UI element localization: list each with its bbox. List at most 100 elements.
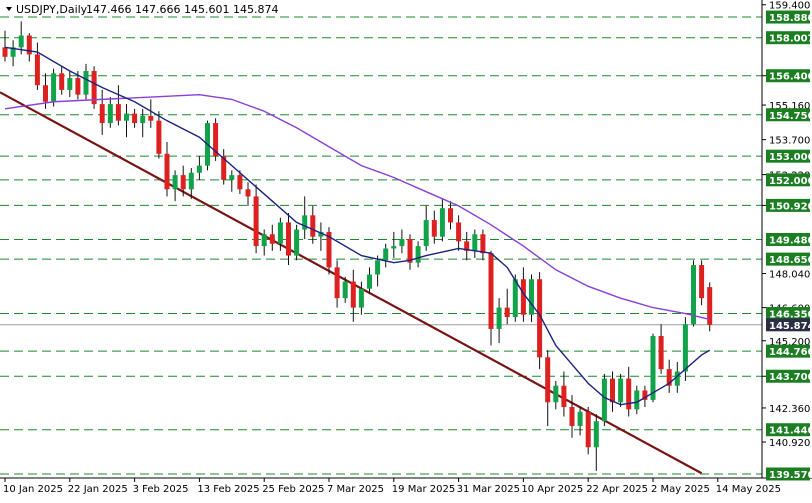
candle-body-54	[439, 208, 445, 237]
time-tick-label-7: 31 Mar 2025	[457, 484, 520, 495]
candle-body-27	[221, 156, 227, 180]
candle-body-51	[415, 246, 421, 263]
candle-body-71	[577, 411, 583, 426]
level-label-box-1	[766, 31, 810, 45]
time-tick-label-8: 10 Apr 2025	[521, 484, 583, 495]
candle-body-47	[383, 248, 389, 261]
level-label-box-11	[766, 369, 810, 383]
level-label-12: 141.440	[769, 426, 812, 437]
candle-body-72	[585, 411, 591, 448]
candle-body-6	[51, 73, 57, 102]
candle-body-5	[43, 85, 48, 102]
candle-body-20	[164, 153, 170, 190]
candle-body-87	[707, 287, 713, 325]
candle-body-1	[10, 47, 16, 57]
time-tick-label-9: 22 Apr 2025	[586, 484, 648, 495]
candle-body-16	[132, 113, 138, 124]
candle-body-41	[334, 267, 340, 299]
candle-body-82	[666, 369, 672, 386]
candle-body-61	[496, 307, 502, 329]
candle-body-18	[148, 115, 154, 121]
level-label-box-13	[766, 467, 810, 481]
level-label-box-8	[766, 252, 810, 266]
candle-body-2	[18, 35, 24, 48]
dropdown-triangle-icon[interactable]	[6, 7, 12, 11]
candle-body-73	[593, 421, 599, 448]
candle-body-26	[213, 123, 219, 157]
level-label-1: 158.007	[769, 34, 812, 45]
candle-body-33	[269, 234, 275, 244]
support-resistance-levels	[0, 16, 762, 475]
candle-body-84	[682, 324, 688, 372]
candle-body-53	[431, 220, 437, 237]
candle-body-80	[650, 336, 656, 400]
level-label-box-7	[766, 232, 810, 246]
level-label-7: 149.480	[769, 235, 812, 246]
level-labels: 158.880 158.007 156.400 154.750 153.000 152.0…	[766, 10, 812, 481]
candle-body-46	[375, 260, 381, 275]
candle-body-85	[691, 265, 696, 325]
price-tick-label-3: 153.700	[769, 136, 810, 147]
price-tick-label-0: 159.400	[769, 1, 810, 12]
candle-body-49	[399, 239, 405, 247]
chart-header: USDJPY,Daily 147.466 147.666 145.601 145…	[6, 3, 278, 16]
candle-body-4	[34, 54, 40, 86]
ma-fast-line	[4, 46, 711, 406]
candle-body-50	[407, 239, 413, 263]
candle-body-43	[350, 281, 356, 308]
candle-body-35	[286, 222, 291, 256]
candle-body-78	[634, 390, 640, 410]
candle-body-19	[156, 120, 162, 154]
candle-body-12	[99, 104, 105, 124]
candle-body-0	[2, 47, 8, 57]
candle-body-57	[464, 241, 470, 251]
level-label-box-12	[766, 423, 810, 437]
level-label-box-5	[766, 173, 810, 187]
candle-body-22	[180, 175, 186, 190]
candle-body-63	[512, 279, 518, 318]
candle-body-66	[537, 279, 543, 358]
candle-body-56	[456, 222, 462, 242]
candle-body-68	[553, 385, 559, 403]
candle-body-67	[545, 357, 551, 403]
candle-body-31	[253, 196, 259, 247]
candle-body-69	[561, 385, 567, 408]
level-label-6: 150.920	[769, 201, 812, 212]
price-tick-label-2: 155.160	[769, 101, 810, 112]
time-tick-label-5: 7 Mar 2025	[327, 484, 384, 495]
candle-body-39	[318, 231, 324, 237]
candle-body-44	[358, 288, 364, 308]
candle-body-11	[91, 70, 97, 105]
time-axis: 10 Jan 2025 22 Jan 2025 3 Feb 2025 13 Feb 2…	[3, 478, 781, 495]
candle-body-14	[115, 104, 121, 121]
candle-body-64	[520, 279, 526, 315]
candle-body-60	[488, 253, 494, 329]
candle-body-28	[229, 175, 235, 180]
candle-body-77	[626, 378, 632, 410]
level-label-0: 158.880	[769, 13, 812, 24]
level-label-8: 148.650	[769, 255, 812, 266]
level-label-4: 153.000	[769, 152, 812, 163]
level-label-10: 144.760	[769, 347, 812, 358]
candle-body-75	[610, 378, 615, 403]
level-label-13: 139.570	[769, 470, 812, 481]
level-label-box-2	[766, 69, 810, 83]
time-tick-label-3: 13 Feb 2025	[197, 484, 259, 495]
candle-body-59	[480, 234, 486, 254]
candle-body-79	[642, 390, 648, 400]
candle-body-58	[472, 234, 478, 251]
candle-body-62	[504, 307, 510, 318]
time-tick-label-11: 14 May 2025	[716, 484, 781, 495]
current-price-label: 145.874	[769, 321, 812, 332]
candle-body-55	[448, 208, 453, 223]
candle-body-74	[601, 378, 607, 422]
candle-body-8	[67, 78, 73, 90]
candle-body-48	[391, 246, 397, 249]
candle-body-17	[140, 115, 146, 124]
candle-body-45	[367, 274, 372, 289]
time-tick-label-1: 22 Jan 2025	[68, 484, 128, 495]
level-label-box-10	[766, 344, 810, 358]
time-tick-label-6: 19 Mar 2025	[392, 484, 455, 495]
